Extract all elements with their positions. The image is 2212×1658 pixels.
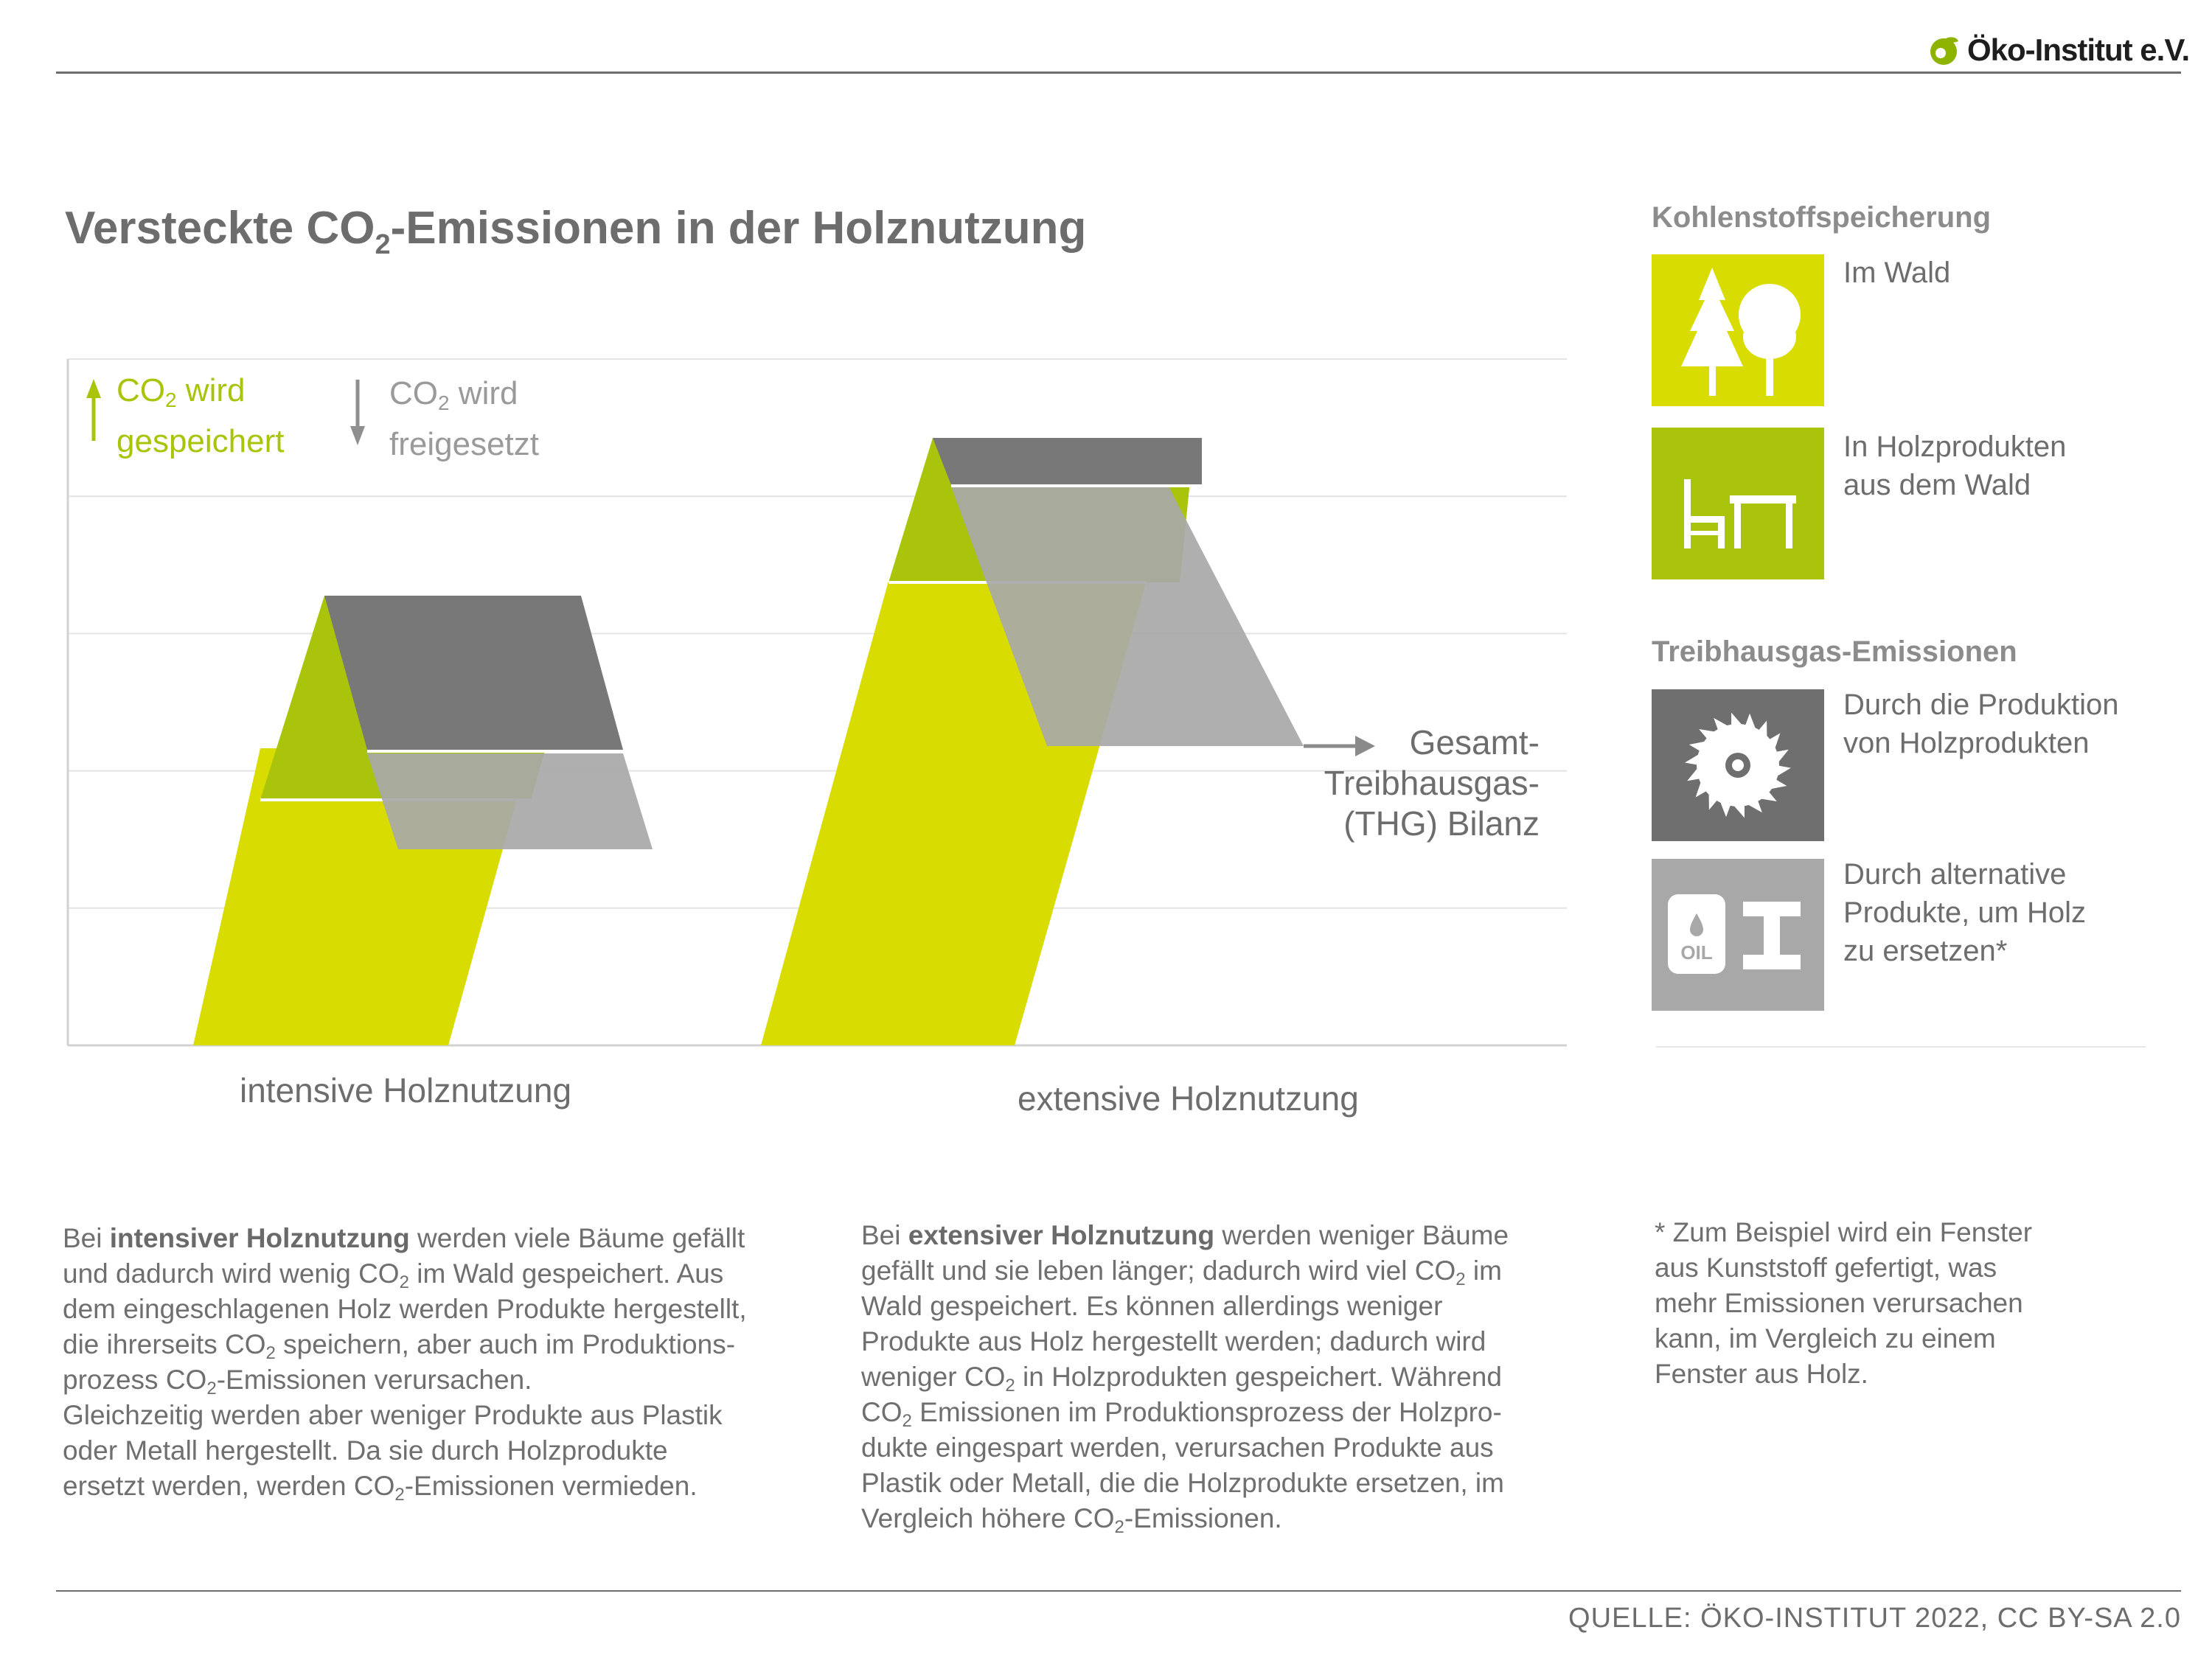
furniture-icon <box>1684 479 1796 548</box>
balance-arrow <box>1304 736 1375 756</box>
source-credit: QUELLE: ÖKO-INSTITUT 2022, CC BY-SA 2.0 <box>1568 1603 2181 1634</box>
page-title: Versteckte CO2-Emissionen in der Holznut… <box>65 203 1087 260</box>
oil-barrel-steel-icon: OIL <box>1668 894 1801 974</box>
brand-name: Öko-Institut e.V. <box>1967 32 2190 67</box>
legend-released: CO2 wird freigesetzt <box>389 375 539 462</box>
footnote: * Zum Beispiel wird ein Fenster aus Kuns… <box>1655 1217 2033 1389</box>
substitution-emissions-bar <box>951 487 1304 746</box>
stored-arrow <box>86 379 101 441</box>
brand-logo: Öko-Institut e.V. <box>1927 28 2190 72</box>
legend-label-products: In Holzprodukten aus dem Wald <box>1843 431 2067 501</box>
category-label-intensive: intensive Holznutzung <box>240 1071 572 1110</box>
oil-text: OIL <box>1680 941 1712 964</box>
leaf-icon <box>1930 37 1958 65</box>
legend-label-substitution: Durch alternative Produkte, um Holz zu e… <box>1843 858 2087 967</box>
legend-stored: CO2 wird gespeichert <box>116 372 285 459</box>
emissions-heading: Treibhausgas-Emissionen <box>1652 635 2017 668</box>
paragraph-intensive: Bei intensiver Holznutzung werden viele … <box>63 1223 747 1505</box>
bar-extensive <box>761 438 1304 1045</box>
trees-icon <box>1681 268 1801 396</box>
saw-tooth <box>1767 733 1781 752</box>
saw-tooth <box>1731 803 1745 818</box>
balance-label: Gesamt- Treibhausgas- (THG) Bilanz <box>1324 723 1540 843</box>
legend-label-forest: Im Wald <box>1843 257 1951 289</box>
saw-tooth <box>1731 712 1745 728</box>
legend-swatch-substitution: OIL <box>1652 859 1824 1011</box>
released-arrow <box>350 380 365 445</box>
legend-swatch-production <box>1652 689 1824 841</box>
saw-blade-icon <box>1685 712 1791 818</box>
storage-heading: Kohlenstoffspeicherung <box>1652 201 1992 234</box>
bottom-divider <box>56 1590 2181 1592</box>
bar-intensive <box>193 596 653 1045</box>
sidebar-divider <box>1656 1046 2146 1048</box>
legend-swatch-forest <box>1652 254 1824 406</box>
production-emissions-bar <box>933 438 1202 485</box>
paragraph-extensive: Bei extensiver Holznutzung werden wenige… <box>861 1220 1509 1537</box>
production-emissions-bar <box>324 596 623 750</box>
top-divider <box>56 72 2181 74</box>
category-label-extensive: extensive Holznutzung <box>1018 1079 1359 1118</box>
legend-swatch-products <box>1652 428 1824 579</box>
saw-tooth <box>1695 779 1709 798</box>
substitution-emissions-bar <box>367 753 653 849</box>
legend-label-production: Durch die Produktion von Holzprodukten <box>1843 689 2119 759</box>
